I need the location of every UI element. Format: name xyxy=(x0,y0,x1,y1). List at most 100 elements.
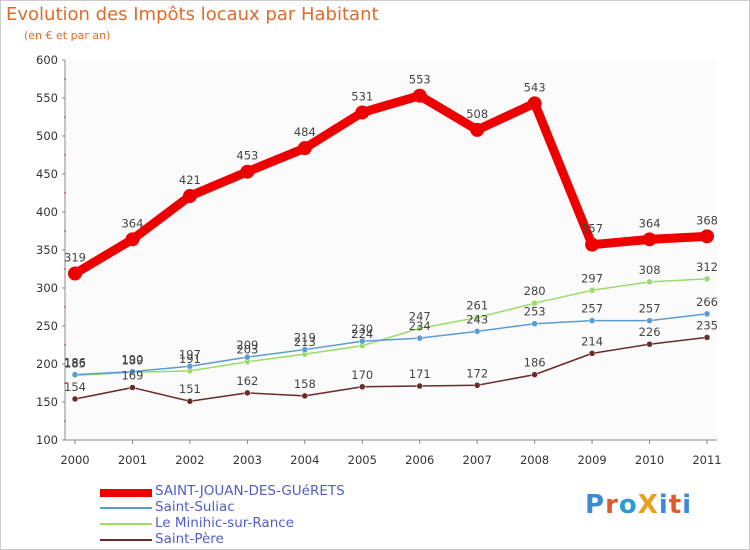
logo-letter: i xyxy=(658,490,669,520)
data-label: 230 xyxy=(351,322,373,336)
data-point xyxy=(68,266,82,281)
legend-item: Saint-Père xyxy=(100,531,430,548)
x-tick-label: 2011 xyxy=(692,453,721,467)
data-point xyxy=(355,105,370,120)
data-label: 453 xyxy=(236,149,258,163)
data-point xyxy=(585,237,600,252)
data-label: 219 xyxy=(294,331,316,345)
series-line xyxy=(74,336,708,402)
x-tick-label: 2002 xyxy=(175,453,204,467)
legend: SAINT-JOUAN-DES-GUéRETS Saint-Suliac Le … xyxy=(100,483,430,548)
x-tick-label: 2005 xyxy=(348,453,377,467)
data-point xyxy=(473,328,481,335)
data-point xyxy=(527,96,542,111)
chart-subtitle: (en € et par an) xyxy=(24,29,111,42)
data-label: 213 xyxy=(294,335,316,349)
legend-swatch xyxy=(100,523,152,525)
data-point xyxy=(703,275,711,283)
data-label: 319 xyxy=(64,251,86,265)
data-point xyxy=(297,141,312,156)
data-label: 203 xyxy=(236,343,258,357)
data-point xyxy=(416,382,423,390)
series-line xyxy=(74,278,708,377)
plot-area xyxy=(65,60,717,440)
chart-title: Evolution des Impôts locaux par Habitant xyxy=(6,4,379,25)
legend-label: Saint-Père xyxy=(155,531,224,547)
legend-item: SAINT-JOUAN-DES-GUéRETS xyxy=(100,483,430,500)
data-point xyxy=(301,346,309,353)
data-label: 368 xyxy=(696,213,718,227)
legend-label: SAINT-JOUAN-DES-GUéRETS xyxy=(155,483,345,499)
data-label: 357 xyxy=(581,222,603,236)
data-point xyxy=(416,325,423,332)
data-label: 209 xyxy=(236,338,258,352)
y-tick-label: 550 xyxy=(36,91,58,105)
data-point xyxy=(412,88,427,103)
legend-swatch xyxy=(100,539,152,541)
data-point xyxy=(703,334,711,341)
data-label: 190 xyxy=(121,353,143,367)
data-point xyxy=(182,189,197,204)
data-label: 247 xyxy=(409,309,431,323)
data-point xyxy=(359,383,366,391)
data-label: 312 xyxy=(696,260,718,274)
data-label: 257 xyxy=(581,302,603,316)
y-tick-label: 300 xyxy=(36,281,58,295)
data-point xyxy=(359,337,366,345)
series-line xyxy=(70,91,712,279)
data-label: 169 xyxy=(121,369,143,383)
legend-label: Saint-Suliac xyxy=(155,499,235,515)
x-tick-label: 2009 xyxy=(577,453,606,467)
y-tick-label: 400 xyxy=(36,205,58,219)
data-label: 171 xyxy=(409,367,431,381)
data-label: 224 xyxy=(351,327,373,341)
data-label: 261 xyxy=(466,299,488,313)
data-label: 364 xyxy=(639,216,661,230)
data-label: 170 xyxy=(351,368,373,382)
data-label: 186 xyxy=(524,356,546,370)
data-point xyxy=(531,371,538,378)
y-tick-label: 100 xyxy=(36,433,58,447)
data-label: 531 xyxy=(351,89,373,103)
data-point xyxy=(700,229,714,244)
data-point xyxy=(240,164,255,179)
data-label: 235 xyxy=(696,318,718,332)
legend-swatch xyxy=(100,489,152,497)
data-label: 364 xyxy=(121,216,143,230)
data-point xyxy=(186,397,194,405)
data-label: 243 xyxy=(466,312,488,326)
data-point xyxy=(473,382,481,389)
data-label: 154 xyxy=(64,380,86,394)
data-label: 162 xyxy=(236,374,258,388)
logo-letter: P xyxy=(585,490,606,520)
logo-letter: o xyxy=(618,490,638,520)
data-point xyxy=(71,371,79,378)
y-tick-label: 450 xyxy=(36,167,58,181)
data-point xyxy=(588,287,596,294)
logo-letter: i xyxy=(682,490,693,520)
data-label: 543 xyxy=(524,80,546,94)
y-tick-label: 200 xyxy=(36,357,58,371)
x-tick-label: 2007 xyxy=(463,453,492,467)
data-label: 214 xyxy=(581,334,603,348)
data-point xyxy=(470,122,485,137)
logo-letter: t xyxy=(668,490,683,520)
data-point xyxy=(244,353,251,361)
data-point xyxy=(703,310,711,318)
data-label: 185 xyxy=(64,356,86,370)
data-point xyxy=(588,317,596,324)
data-point xyxy=(416,334,423,342)
data-label: 280 xyxy=(524,284,546,298)
data-label: 197 xyxy=(179,347,201,361)
data-point xyxy=(125,232,140,247)
x-tick-label: 2003 xyxy=(233,453,262,467)
x-tick-label: 2001 xyxy=(118,453,147,467)
y-tick-label: 350 xyxy=(36,243,58,257)
data-label: 189 xyxy=(121,353,143,367)
data-point xyxy=(186,363,194,370)
series-line xyxy=(74,313,708,376)
legend-item: Le Minihic-sur-Rance xyxy=(100,515,430,532)
x-tick-label: 2010 xyxy=(635,453,664,467)
